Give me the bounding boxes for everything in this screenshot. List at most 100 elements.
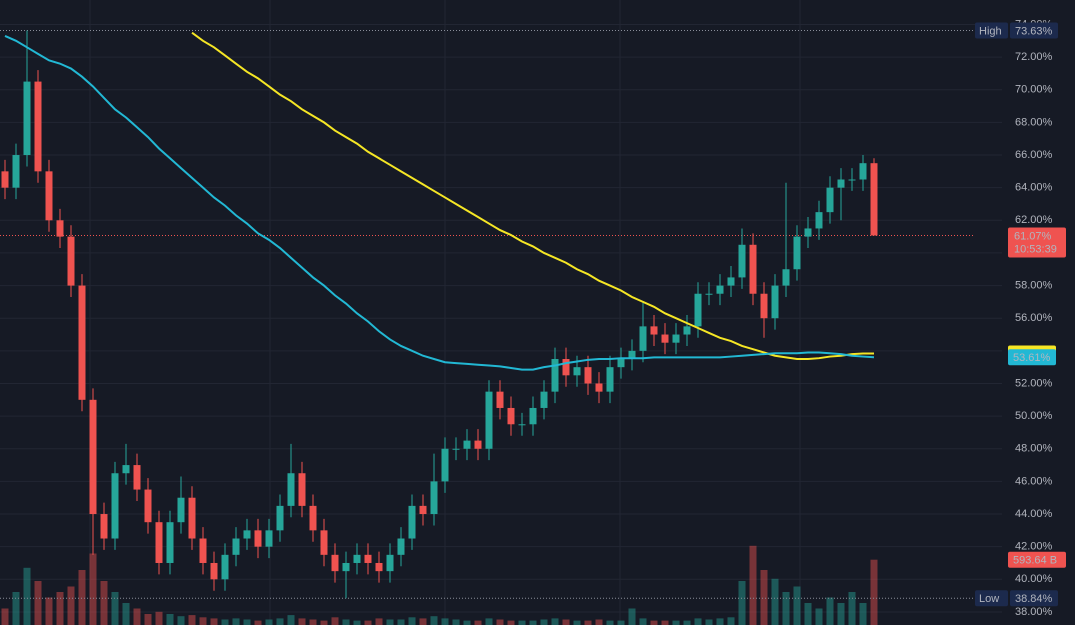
volume-bar: [342, 619, 350, 625]
volume-bar: [870, 559, 878, 625]
y-tick-label: 72.00%: [1015, 51, 1053, 63]
y-axis-labels: 38.00% 40.00% 42.00% 44.00% 46.00% 48.00% 50.0…: [1015, 18, 1053, 617]
high-tag-box: [1010, 22, 1058, 39]
candle-body: [111, 473, 119, 539]
low-tag-text-box: [975, 590, 1008, 607]
volume-bar: [639, 618, 647, 625]
volume-bar: [375, 618, 383, 625]
candle-body: [617, 359, 625, 368]
candle-body: [507, 407, 515, 425]
volume-tag-box: [1008, 551, 1066, 568]
candle-body: [441, 448, 449, 482]
volume-bar: [287, 615, 295, 625]
volume-bar: [364, 620, 372, 625]
volume-bar: [276, 618, 284, 625]
candle-body: [100, 514, 108, 539]
volume-bar: [595, 619, 603, 625]
candle-body: [276, 505, 284, 531]
volume-bar: [298, 618, 306, 625]
y-tick-label: 38.00%: [1015, 606, 1053, 618]
countdown-label: 10:53:39: [1014, 243, 1057, 255]
candle-body: [727, 277, 735, 286]
volume-bar: [45, 597, 53, 625]
candle-body: [188, 497, 196, 539]
volume-bar: [56, 592, 64, 625]
volume-bar: [694, 618, 702, 625]
volume-bar: [265, 619, 273, 625]
candle-body: [837, 179, 845, 188]
volume-bar: [177, 616, 185, 625]
volume-bar: [782, 592, 790, 625]
moving-average-line: [191, 31, 874, 361]
candle-body: [628, 350, 636, 360]
volume-bar: [243, 619, 251, 625]
volume-bar: [166, 614, 174, 625]
candle-body: [551, 359, 559, 392]
candle-body: [595, 383, 603, 392]
volume-bar: [837, 603, 845, 625]
vertical-grid: [89, 0, 801, 625]
y-tick-label: 58.00%: [1015, 279, 1053, 291]
volume-bar: [529, 620, 537, 625]
candle-body: [122, 465, 130, 474]
volume-bar: [188, 615, 196, 625]
volume-bar: [452, 619, 460, 625]
volume-tag-label: 593.64 B: [1013, 555, 1057, 567]
y-tick-label: 48.00%: [1015, 443, 1053, 455]
volume-bar: [738, 581, 746, 625]
volume-bar: [859, 603, 867, 625]
y-tick-label: 42.00%: [1015, 541, 1053, 553]
candle-body: [760, 293, 768, 319]
volume-bar: [551, 618, 559, 625]
volume-bar: [485, 618, 493, 625]
candle-body: [56, 220, 64, 237]
candle-body: [265, 530, 273, 547]
y-tick-label: 40.00%: [1015, 573, 1053, 585]
volume-bar: [848, 592, 856, 625]
volume-bar: [320, 620, 328, 625]
candle-body: [375, 562, 383, 572]
candle-body: [870, 163, 878, 236]
y-tick-label: 52.00%: [1015, 377, 1053, 389]
candle-body: [144, 489, 152, 523]
candle-body: [166, 522, 174, 563]
volume-bar: [683, 620, 691, 625]
volume-bar: [628, 608, 636, 625]
volume-bar: [474, 620, 482, 625]
volume-bar: [1, 608, 9, 625]
candle-body: [309, 505, 317, 531]
candle-body: [320, 530, 328, 555]
volume-bar: [606, 620, 614, 625]
volume-bar: [155, 611, 163, 625]
candle-body: [650, 326, 658, 335]
volume-bar: [199, 617, 207, 625]
high-tag-text: High: [979, 25, 1002, 37]
volume-bar: [793, 586, 801, 625]
volume-bar: [749, 545, 757, 625]
candle-body: [331, 554, 339, 572]
low-tag-box: [1010, 590, 1058, 607]
candle-body: [430, 481, 438, 515]
volume-bar: [760, 570, 768, 625]
ma-tag-box: [1008, 349, 1056, 366]
volume-bar: [540, 619, 548, 625]
volume-bar: [34, 581, 42, 625]
volume-bar: [507, 620, 515, 625]
candle-body: [793, 236, 801, 270]
candle-body: [496, 391, 504, 408]
candle-body: [474, 440, 482, 449]
volume-bar: [661, 620, 669, 625]
candle-body: [848, 179, 856, 181]
volume-bar: [584, 620, 592, 625]
candle-body: [804, 228, 812, 237]
volume-bar: [210, 618, 218, 625]
volume-bar: [331, 617, 339, 625]
volume-bar: [100, 581, 108, 625]
moving-average-line: [4, 34, 875, 371]
candle-body: [485, 391, 493, 449]
candle-body: [826, 187, 834, 213]
volume-bar: [419, 618, 427, 625]
high-tag-text-box: [975, 22, 1008, 39]
candle-body: [133, 465, 141, 490]
volume-bar: [826, 597, 834, 625]
